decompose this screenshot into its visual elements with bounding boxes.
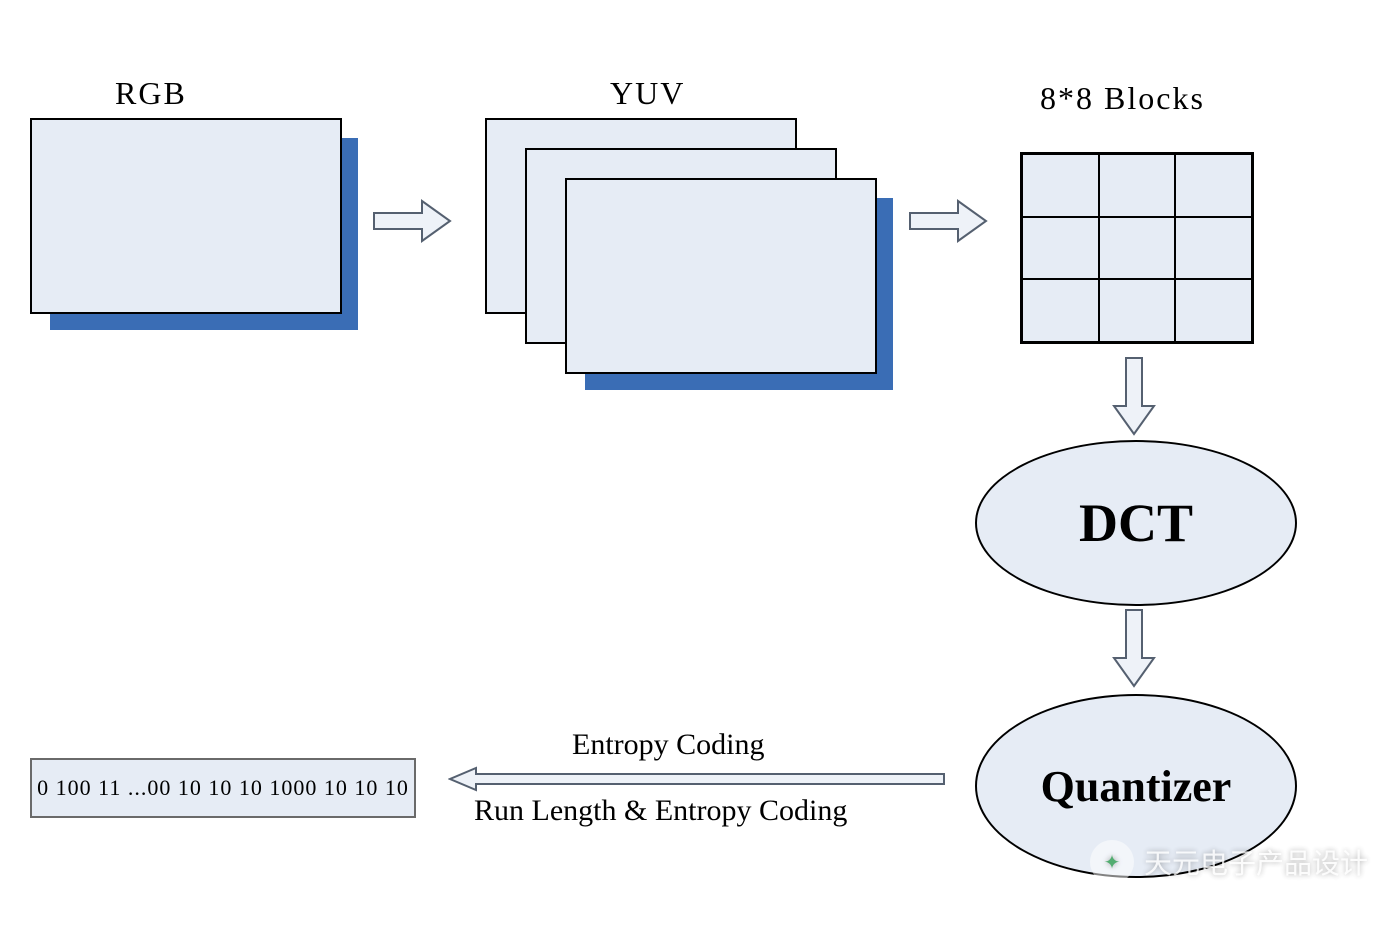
arrow-blocks-to-dct: [1112, 356, 1156, 436]
wechat-icon: ✦: [1090, 840, 1134, 884]
grid-cell: [1175, 154, 1252, 217]
arrow-yuv-to-blocks: [908, 199, 988, 243]
grid-cell: [1022, 154, 1099, 217]
watermark-text: 天元电子产品设计: [1144, 842, 1368, 882]
quantizer-text: Quantizer: [1041, 761, 1232, 812]
yuv-panel-3: [565, 178, 877, 374]
dct-text: DCT: [1079, 492, 1193, 554]
grid-cell: [1099, 217, 1176, 280]
grid-cell: [1099, 154, 1176, 217]
arrow-dct-to-quantizer: [1112, 608, 1156, 688]
grid-cell: [1099, 279, 1176, 342]
entropy-bottom-caption: Run Length & Entropy Coding: [474, 794, 847, 828]
arrow-quantizer-to-bits: [448, 766, 946, 797]
grid-cell: [1022, 279, 1099, 342]
rgb-label: RGB: [115, 75, 187, 112]
yuv-label: YUV: [610, 75, 685, 112]
rgb-panel: [30, 118, 342, 314]
blocks-label: 8*8 Blocks: [1040, 80, 1205, 117]
grid-cell: [1175, 279, 1252, 342]
grid-cell: [1022, 217, 1099, 280]
arrow-rgb-to-yuv: [372, 199, 452, 243]
blocks-grid: [1020, 152, 1254, 344]
grid-cell: [1175, 217, 1252, 280]
dct-ellipse: DCT: [975, 440, 1297, 606]
entropy-top-caption: Entropy Coding: [572, 728, 765, 762]
bitstream-text: 0 100 11 ...00 10 10 10 1000 10 10 10: [37, 775, 409, 801]
watermark: ✦ 天元电子产品设计: [1090, 840, 1368, 884]
bitstream-box: 0 100 11 ...00 10 10 10 1000 10 10 10: [30, 758, 416, 818]
